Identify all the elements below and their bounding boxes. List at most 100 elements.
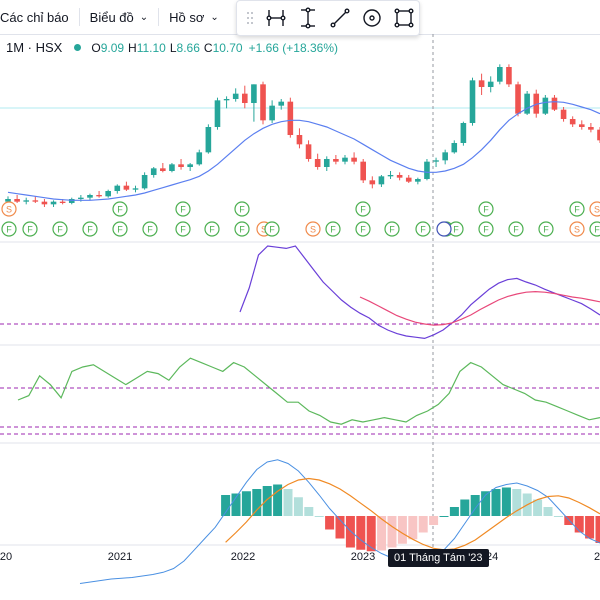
- macd-histogram-bar: [252, 489, 262, 516]
- date-range-icon[interactable]: [261, 3, 291, 33]
- macd-histogram-bar: [241, 491, 251, 516]
- chevron-down-icon: ⌄: [139, 11, 149, 23]
- split-marker: [1, 201, 17, 217]
- macd-histogram-bar: [595, 516, 600, 543]
- candle: [588, 127, 594, 130]
- close-label: C: [203, 40, 213, 55]
- change-value: +1.66 (+18.36%): [248, 40, 339, 55]
- circle-target-icon[interactable]: [357, 3, 387, 33]
- candle: [487, 81, 494, 87]
- financial-marker-label: F: [330, 225, 336, 235]
- candle: [114, 185, 121, 191]
- stochastic-d-line: [359, 290, 600, 326]
- candle: [242, 93, 248, 103]
- candle: [32, 200, 39, 202]
- indicators-menu[interactable]: Các chỉ báo: [0, 0, 79, 34]
- financial-marker: [478, 201, 494, 217]
- high-label: H: [128, 40, 137, 55]
- macd-histogram-bar: [574, 516, 584, 533]
- candle: [515, 84, 521, 114]
- macd-histogram-bar: [387, 516, 397, 548]
- split-marker-label: S: [261, 225, 267, 235]
- candle: [469, 80, 476, 123]
- candle: [314, 159, 321, 167]
- candle: [342, 157, 348, 162]
- split-marker-label: S: [574, 225, 580, 235]
- financial-marker: [234, 201, 250, 217]
- candle: [396, 175, 403, 178]
- candle: [132, 188, 139, 190]
- candle: [232, 93, 239, 99]
- candle: [14, 199, 20, 202]
- candle: [41, 201, 48, 205]
- financial-marker-label: F: [483, 205, 489, 215]
- split-marker-label: S: [6, 205, 12, 215]
- macd-histogram-bar: [418, 516, 428, 533]
- candle: [524, 93, 530, 114]
- profile-menu[interactable]: Hồ sơ ⌄: [159, 0, 229, 34]
- candle: [542, 97, 549, 114]
- rectangle-icon[interactable]: [389, 3, 419, 33]
- close-value: 10.70: [212, 40, 243, 55]
- candle: [597, 129, 600, 141]
- candle: [533, 93, 540, 114]
- macd-histogram-bar: [304, 507, 314, 516]
- financial-marker-label: F: [420, 225, 426, 235]
- candle: [424, 161, 430, 179]
- candle: [369, 180, 376, 185]
- financial-marker: [112, 201, 128, 217]
- macd-histogram-bar: [283, 489, 293, 516]
- low-value: 8.66: [176, 40, 200, 55]
- macd-histogram-bar: [221, 495, 231, 516]
- toolbar-divider: [78, 8, 80, 26]
- financial-marker-label: F: [117, 205, 123, 215]
- candle: [141, 175, 148, 189]
- macd-histogram-bar: [585, 516, 595, 539]
- candle: [251, 84, 257, 103]
- candle: [378, 176, 385, 185]
- symbol-label[interactable]: 1M · HSX: [6, 40, 63, 55]
- candle: [560, 109, 567, 119]
- charts-label: Biểu đồ: [89, 9, 134, 25]
- moving-average-line: [7, 101, 600, 201]
- candle: [351, 157, 357, 162]
- financial-marker: [508, 221, 524, 237]
- ohlc-legend: 1M · HSX O 9.09 H 11.10 L 8.66 C 10.70 +…: [6, 40, 338, 55]
- financial-marker-label: F: [483, 225, 489, 235]
- split-marker: [589, 201, 600, 217]
- candle: [5, 199, 11, 202]
- toolbar-divider: [158, 8, 160, 26]
- candle: [278, 101, 285, 106]
- candle: [59, 201, 66, 203]
- candle: [223, 99, 230, 101]
- macd-histogram-bar: [470, 495, 480, 516]
- macd-histogram-bar: [345, 516, 355, 548]
- drag-handle-icon[interactable]: [241, 8, 259, 28]
- candle: [442, 152, 448, 161]
- financial-marker: [325, 221, 341, 237]
- candle: [460, 123, 467, 143]
- financial-marker: [204, 221, 220, 237]
- macd-histogram-bar: [553, 516, 563, 517]
- financial-marker-label: F: [269, 225, 275, 235]
- high-value: 11.10: [136, 40, 166, 55]
- macd-line: [79, 459, 600, 584]
- financial-marker-label: F: [27, 225, 33, 235]
- market-status-dot: [74, 44, 82, 51]
- macd-histogram-bar: [273, 484, 283, 516]
- trend-line-icon[interactable]: [325, 3, 355, 33]
- price-range-icon[interactable]: [293, 3, 323, 33]
- macd-histogram-bar: [293, 497, 303, 516]
- profile-label: Hồ sơ: [169, 9, 205, 25]
- charts-menu[interactable]: Biểu đồ ⌄: [80, 0, 158, 34]
- financial-marker-label: F: [574, 205, 580, 215]
- x-tick-label: 2022: [230, 551, 256, 563]
- financial-marker-label: F: [147, 225, 153, 235]
- macd-histogram-bar: [533, 499, 543, 516]
- macd-histogram-bar: [397, 516, 407, 544]
- candle: [305, 144, 312, 159]
- financial-marker-label: F: [209, 225, 215, 235]
- macd-histogram-bar: [439, 516, 449, 517]
- chevron-down-icon: ⌄: [210, 11, 219, 23]
